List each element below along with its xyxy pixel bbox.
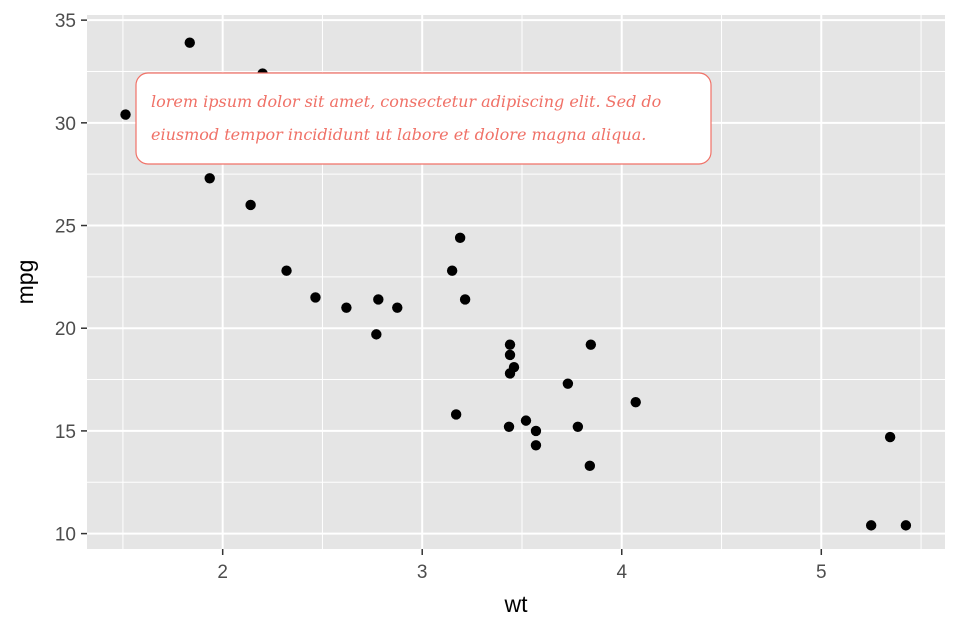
data-point — [584, 460, 596, 472]
annotation-box-border — [135, 72, 712, 165]
data-point — [310, 292, 321, 303]
data-point — [450, 409, 462, 420]
y-tick-label: 15 — [55, 422, 76, 443]
data-point — [454, 232, 466, 244]
x-axis-title: wt — [504, 591, 529, 617]
data-point — [204, 173, 215, 184]
y-axis-title: mpg — [12, 260, 38, 305]
y-axis: 10 15 20 25 30 35 — [55, 11, 87, 546]
y-tick-label: 10 — [55, 525, 76, 546]
y-tick-label: 30 — [55, 114, 76, 135]
x-tick-label: 3 — [417, 562, 428, 583]
data-point — [392, 302, 403, 313]
data-point — [503, 421, 515, 432]
data-points — [120, 37, 912, 531]
x-tick-label: 4 — [616, 562, 627, 583]
data-point — [504, 349, 516, 361]
data-point — [245, 199, 256, 211]
x-tick-label: 2 — [217, 562, 228, 583]
data-point — [865, 520, 877, 531]
data-point — [504, 339, 516, 350]
data-point — [446, 265, 458, 276]
y-tick-label: 25 — [55, 217, 76, 238]
annotation-line-1: lorem ipsum dolor sit amet, consectetur … — [151, 92, 661, 111]
data-point — [459, 294, 471, 305]
data-point — [371, 329, 382, 340]
data-point — [572, 421, 584, 432]
data-point — [900, 520, 912, 531]
data-point — [585, 339, 597, 350]
data-point — [184, 37, 195, 48]
data-point — [120, 109, 131, 120]
data-point — [281, 265, 292, 276]
data-point — [520, 415, 532, 426]
x-axis: 2 3 4 5 — [217, 549, 827, 583]
data-point — [562, 378, 574, 389]
y-tick-label: 35 — [55, 11, 76, 32]
annotation-line-2: eiusmod tempor incididunt ut labore et d… — [151, 125, 646, 144]
data-point — [530, 440, 542, 451]
annotation-box: lorem ipsum dolor sit amet, consectetur … — [135, 72, 712, 165]
data-point — [373, 294, 384, 305]
data-point — [530, 425, 542, 437]
data-point — [504, 368, 516, 379]
data-point — [884, 431, 896, 443]
y-tick-label: 20 — [55, 319, 76, 340]
data-point — [630, 396, 641, 408]
data-point — [341, 302, 352, 313]
x-tick-label: 5 — [816, 562, 827, 583]
